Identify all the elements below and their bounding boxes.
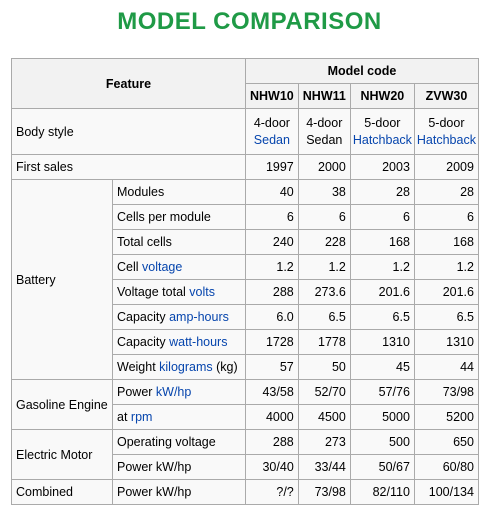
engine-value: 5000 [349,404,415,430]
feature-header: Feature [11,58,246,109]
battery-row-label: Cell voltage [112,254,246,280]
first-sales-value: 1997 [245,154,299,180]
first-sales-value: 2000 [297,154,351,180]
battery-row-label: Cells per module [112,204,246,230]
battery-value: 168 [413,229,479,255]
page-title: MODEL COMPARISON [117,8,382,35]
body-style-cell: 4-door Sedan [297,108,351,155]
battery-value: 1.2 [297,254,351,280]
battery-value: 44 [413,354,479,380]
model-header: NHW10 [245,83,299,109]
battery-value: 1728 [245,329,299,355]
engine-value: 4500 [297,404,351,430]
model-header: ZVW30 [413,83,479,109]
battery-value: 28 [413,179,479,205]
battery-value: 6.5 [349,304,415,330]
battery-value: 45 [349,354,415,380]
battery-row-label: Capacity amp-hours [112,304,246,330]
battery-value: 6 [349,204,415,230]
battery-value: 273.6 [297,279,351,305]
motor-value: 30/40 [245,454,299,480]
battery-value: 288 [245,279,299,305]
kilograms-link[interactable]: kilograms [159,360,213,374]
battery-value: 1310 [413,329,479,355]
engine-value: 73/98 [413,379,479,405]
first-sales-value: 2009 [413,154,479,180]
motor-row-label: Operating voltage [112,429,246,455]
battery-row-label: Total cells [112,229,246,255]
body-style-link[interactable]: Hatchback [352,132,412,147]
battery-value: 6 [413,204,479,230]
first-sales-label: First sales [11,154,246,180]
model-header: NHW11 [297,83,351,109]
battery-value: 28 [349,179,415,205]
body-style-cell: 5-door Hatchback [349,108,415,155]
motor-value: 60/80 [413,454,479,480]
battery-value: 50 [297,354,351,380]
battery-value: 201.6 [413,279,479,305]
combined-label: Combined [11,479,113,505]
battery-value: 240 [245,229,299,255]
combined-value: 73/98 [297,479,351,505]
engine-value: 5200 [413,404,479,430]
battery-value: 1.2 [413,254,479,280]
model-header: NHW20 [349,83,415,109]
motor-value: 288 [245,429,299,455]
combined-value: 100/134 [413,479,479,505]
engine-value: 57/76 [349,379,415,405]
kw-hp-link[interactable]: kW/hp [155,385,192,399]
amp-hours-link[interactable]: amp-hours [169,310,229,324]
battery-value: 168 [349,229,415,255]
voltage-link[interactable]: voltage [142,260,183,274]
rpm-link[interactable]: rpm [130,410,153,424]
motor-row-label: Power kW/hp [112,454,246,480]
volts-link[interactable]: volts [189,285,215,299]
battery-value: 201.6 [349,279,415,305]
battery-value: 38 [297,179,351,205]
engine-value: 4000 [245,404,299,430]
motor-value: 500 [349,429,415,455]
engine-row-label: at rpm [112,404,246,430]
combined-value: 82/110 [349,479,415,505]
battery-value: 6 [245,204,299,230]
body-style-link[interactable]: Hatchback [416,132,476,147]
battery-group-label: Battery [11,179,113,380]
combined-value: ?/? [245,479,299,505]
battery-value: 40 [245,179,299,205]
combined-row-label: Power kW/hp [112,479,246,505]
battery-value: 6.0 [245,304,299,330]
battery-value: 6.5 [297,304,351,330]
motor-value: 50/67 [349,454,415,480]
gasoline-engine-label: Gasoline Engine [11,379,113,430]
battery-row-label: Voltage total volts [112,279,246,305]
body-style-link[interactable]: Sedan [253,132,290,147]
battery-value: 1.2 [349,254,415,280]
battery-row-label: Modules [112,179,246,205]
engine-value: 43/58 [245,379,299,405]
motor-value: 650 [413,429,479,455]
first-sales-value: 2003 [349,154,415,180]
battery-value: 6.5 [413,304,479,330]
battery-value: 6 [297,204,351,230]
model-comparison-table: Feature Model code NHW10 NHW11 NHW20 ZVW… [11,58,479,505]
battery-value: 1.2 [245,254,299,280]
motor-value: 33/44 [297,454,351,480]
watt-hours-link[interactable]: watt-hours [169,335,228,349]
body-style-label: Body style [11,108,246,155]
battery-row-label: Weight kilograms (kg) [112,354,246,380]
battery-value: 228 [297,229,351,255]
engine-row-label: Power kW/hp [112,379,246,405]
body-style-cell: 4-door Sedan [245,108,299,155]
model-code-header: Model code [245,58,479,84]
electric-motor-label: Electric Motor [11,429,113,480]
engine-value: 52/70 [297,379,351,405]
battery-row-label: Capacity watt-hours [112,329,246,355]
body-style-cell: 5-door Hatchback [413,108,479,155]
battery-value: 1778 [297,329,351,355]
motor-value: 273 [297,429,351,455]
battery-value: 57 [245,354,299,380]
battery-value: 1310 [349,329,415,355]
